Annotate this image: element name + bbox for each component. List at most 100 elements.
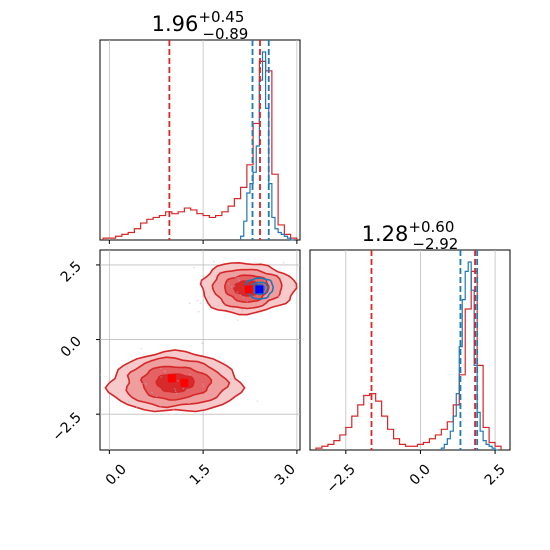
scatter-sample-71 [293,285,296,287]
scatter-sample-41 [236,291,239,294]
scatter-sample-17 [230,285,233,288]
scatter-sample-48 [145,383,147,386]
scatter-sample-47 [238,279,240,282]
br-hist-series-1 [440,261,499,451]
scatter-sample-5 [227,283,230,285]
scatter-sample-54 [136,406,138,408]
chart-marks [100,40,502,451]
scatter-sample-57 [246,301,248,303]
bl-y-tick-label-1: 0.0 [58,334,85,361]
marker-3 [255,285,264,294]
scatter-sample-46 [202,383,204,385]
scatter-sample-68 [144,382,147,384]
scatter-sample-89 [199,302,202,305]
scatter-sample-28 [230,378,232,380]
bl-x-tick-label-1: 1.5 [187,462,214,489]
scatter-sample-56 [140,347,143,350]
scatter-sample-80 [218,385,220,388]
title-top-left: 1.96+0.45 −0.89 [152,8,249,43]
scatter-sample-6 [141,382,144,385]
scatter-sample-39 [241,310,244,312]
scatter-sample-14 [160,367,162,370]
scatter-sample-19 [203,278,206,281]
bl-y-tick-label-0: 2.5 [58,259,85,286]
title-top-left-minus: −0.89 [202,25,248,43]
br-x-tick-label-0: −2.5 [323,462,358,497]
scatter-sample-55 [212,260,215,263]
scatter-sample-52 [146,395,149,398]
scatter-sample-87 [237,276,240,279]
scatter-sample-50 [172,408,175,411]
scatter-sample-86 [185,355,188,358]
scatter-sample-76 [132,381,134,383]
scatter-sample-49 [277,290,279,292]
scatter-sample-20 [127,400,130,403]
scatter-sample-82 [214,393,217,395]
marker-0 [167,374,176,383]
scatter-sample-42 [223,361,226,363]
scatter-sample-33 [223,304,226,306]
marker-1 [180,378,189,387]
scatter-sample-23 [232,273,234,276]
scatter-sample-88 [159,405,162,407]
scatter-sample-9 [201,281,203,283]
scatter-sample-36 [164,370,166,372]
scatter-sample-3 [232,275,235,277]
scatter-sample-34 [174,390,177,393]
scatter-sample-12 [201,342,204,345]
title-bottom-right: 1.28+0.60 −2.92 [362,218,459,253]
scatter-sample-59 [241,308,243,311]
title-top-left-plus: +0.45 [198,8,244,26]
scatter-sample-62 [108,380,110,383]
br-x-tick-label-1: 0.0 [407,462,434,489]
scatter-sample-0 [151,391,153,394]
scatter-sample-32 [132,372,134,375]
scatter-sample-78 [167,402,170,405]
scatter-sample-43 [193,266,196,269]
marker-2 [244,285,253,294]
scatter-sample-66 [186,388,188,391]
scatter-sample-58 [160,376,163,378]
scatter-sample-60 [126,366,129,368]
scatter-sample-65 [242,296,245,299]
bl-x-tick-label-2: 3.0 [272,462,299,489]
scatter-sample-27 [254,271,257,274]
scatter-sample-61 [198,310,200,313]
scatter-sample-21 [237,319,239,321]
scatter-sample-84 [158,362,160,364]
panel-top-left-frame [99,39,301,241]
bl-x-tick-label-0: 0.0 [103,462,130,489]
title-bottom-right-value: 1.28 [362,222,409,246]
title-bottom-right-plus: +0.60 [408,218,454,236]
scatter-sample-25 [188,302,191,305]
scatter-sample-53 [239,294,242,296]
scatter-sample-44 [136,375,138,378]
scatter-sample-67 [232,307,234,310]
scatter-sample-18 [192,396,194,399]
scatter-sample-29 [282,261,285,264]
scatter-sample-64 [174,388,176,390]
scatter-sample-15 [219,286,221,289]
scatter-sample-72 [176,379,179,382]
scatter-sample-4 [175,392,178,395]
scatter-sample-35 [235,276,237,279]
tl-hist-series-1 [240,51,294,241]
scatter-sample-37 [208,296,210,298]
scatter-sample-73 [217,304,220,307]
scatter-sample-24 [182,387,185,390]
scatter-sample-13 [267,308,270,311]
scatter-sample-63 [264,280,266,282]
scatter-sample-11 [229,297,231,300]
scatter-sample-77 [196,299,199,302]
scatter-sample-70 [256,400,259,402]
scatter-sample-22 [147,397,150,400]
title-bottom-right-minus: −2.92 [412,235,458,253]
scatter-sample-10 [189,373,191,376]
scatter-sample-69 [232,286,235,288]
contour-cluster-0-level-3 [155,373,195,394]
scatter-sample-85 [236,272,239,274]
scatter-sample-79 [202,275,205,277]
tick-marks [96,240,496,454]
scatter-sample-40 [188,402,191,405]
